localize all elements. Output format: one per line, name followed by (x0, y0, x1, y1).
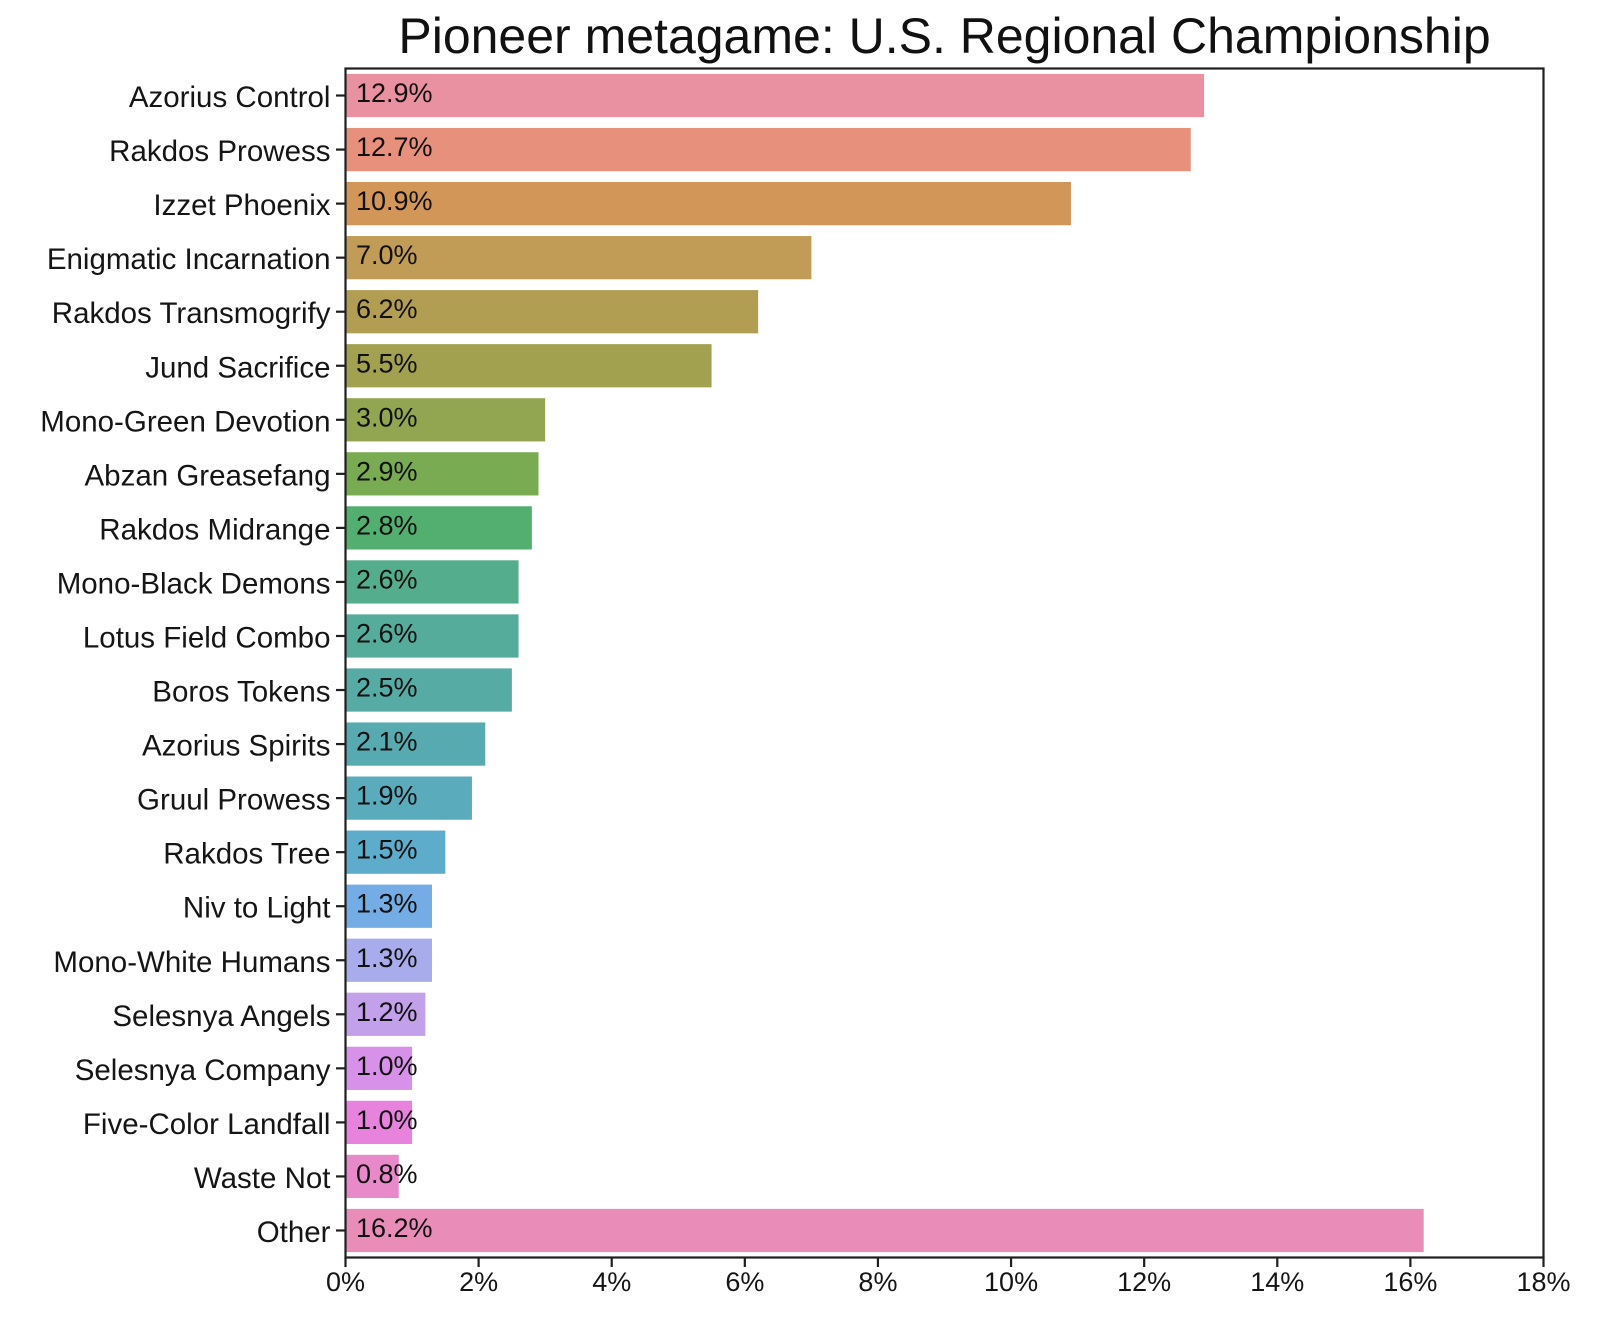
svg-text:Enigmatic Incarnation: Enigmatic Incarnation (47, 243, 331, 276)
svg-text:Jund Sacrifice: Jund Sacrifice (145, 351, 330, 384)
svg-text:3.0%: 3.0% (356, 402, 418, 432)
svg-text:Lotus Field Combo: Lotus Field Combo (83, 621, 331, 654)
svg-text:16.2%: 16.2% (356, 1213, 433, 1243)
svg-text:4%: 4% (592, 1267, 631, 1297)
svg-text:10%: 10% (984, 1267, 1038, 1297)
svg-text:1.3%: 1.3% (356, 943, 418, 973)
svg-text:1.5%: 1.5% (356, 835, 418, 865)
svg-text:Mono-Black Demons: Mono-Black Demons (57, 567, 331, 600)
svg-text:12%: 12% (1117, 1267, 1171, 1297)
svg-text:Other: Other (257, 1216, 331, 1249)
svg-text:16%: 16% (1383, 1267, 1437, 1297)
svg-text:Abzan Greasefang: Abzan Greasefang (85, 459, 331, 492)
svg-text:0%: 0% (326, 1267, 365, 1297)
svg-text:6%: 6% (725, 1267, 764, 1297)
svg-text:12.7%: 12.7% (356, 132, 433, 162)
svg-text:Azorius Control: Azorius Control (129, 81, 331, 114)
svg-text:10.9%: 10.9% (356, 186, 433, 216)
svg-text:Izzet Phoenix: Izzet Phoenix (153, 189, 330, 222)
svg-text:Mono-White Humans: Mono-White Humans (53, 946, 330, 979)
svg-text:Selesnya Company: Selesnya Company (75, 1054, 331, 1087)
svg-text:12.9%: 12.9% (356, 78, 433, 108)
svg-text:Mono-Green Devotion: Mono-Green Devotion (40, 405, 330, 438)
svg-text:2.6%: 2.6% (356, 564, 418, 594)
svg-text:Pioneer metagame: U.S. Regiona: Pioneer metagame: U.S. Regional Champion… (398, 8, 1490, 64)
svg-text:Selesnya Angels: Selesnya Angels (112, 1000, 330, 1033)
svg-text:Gruul Prowess: Gruul Prowess (137, 784, 330, 817)
svg-text:1.2%: 1.2% (356, 997, 418, 1027)
svg-text:Rakdos Tree: Rakdos Tree (163, 838, 330, 871)
svg-text:2.6%: 2.6% (356, 618, 418, 648)
svg-text:Azorius Spirits: Azorius Spirits (142, 730, 331, 763)
svg-text:2.1%: 2.1% (356, 727, 418, 757)
svg-text:Rakdos Transmogrify: Rakdos Transmogrify (52, 297, 331, 330)
svg-text:Niv to Light: Niv to Light (183, 892, 331, 925)
svg-text:2%: 2% (459, 1267, 498, 1297)
svg-text:8%: 8% (858, 1267, 897, 1297)
svg-text:Five-Color Landfall: Five-Color Landfall (83, 1108, 331, 1141)
svg-text:1.0%: 1.0% (356, 1105, 418, 1135)
svg-text:0.8%: 0.8% (356, 1159, 418, 1189)
svg-text:7.0%: 7.0% (356, 240, 418, 270)
svg-text:1.0%: 1.0% (356, 1051, 418, 1081)
svg-text:2.8%: 2.8% (356, 510, 418, 540)
svg-text:2.9%: 2.9% (356, 456, 418, 486)
svg-text:Rakdos Midrange: Rakdos Midrange (99, 513, 330, 546)
svg-text:5.5%: 5.5% (356, 348, 418, 378)
svg-text:Boros Tokens: Boros Tokens (152, 676, 330, 709)
svg-text:18%: 18% (1516, 1267, 1570, 1297)
svg-text:14%: 14% (1250, 1267, 1304, 1297)
svg-text:2.5%: 2.5% (356, 673, 418, 703)
svg-text:Rakdos Prowess: Rakdos Prowess (109, 135, 330, 168)
svg-text:1.9%: 1.9% (356, 781, 418, 811)
svg-text:6.2%: 6.2% (356, 294, 418, 324)
svg-text:1.3%: 1.3% (356, 889, 418, 919)
svg-text:Waste Not: Waste Not (194, 1162, 331, 1195)
